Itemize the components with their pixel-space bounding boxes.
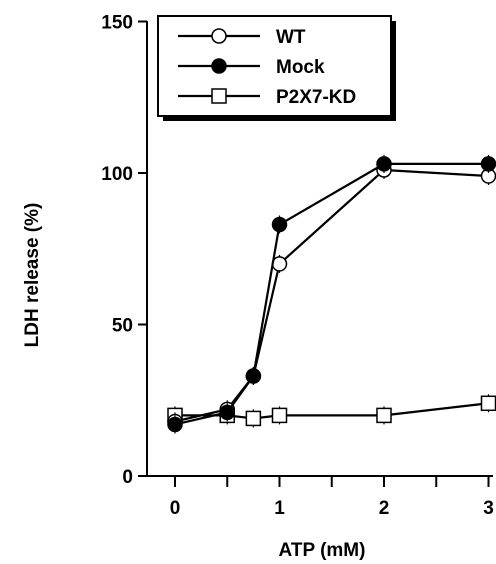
x-axis-label: ATP (mM) xyxy=(279,540,366,561)
series-line xyxy=(174,168,489,423)
legend-label: P2X7-KD xyxy=(276,87,356,108)
data-point xyxy=(376,156,392,172)
x-tick-label: 0 xyxy=(170,498,181,519)
data-point xyxy=(271,216,288,233)
y-axis-label: LDH release (%) xyxy=(22,203,43,348)
y-tick-label: 50 xyxy=(112,316,133,337)
data-point xyxy=(376,407,392,424)
y-tick-label: 0 xyxy=(122,467,133,488)
legend-label: Mock xyxy=(276,57,325,78)
series-wt xyxy=(167,160,496,431)
legend-marker xyxy=(211,28,227,44)
data-point xyxy=(219,404,235,421)
data-point xyxy=(271,407,288,424)
series-line xyxy=(174,162,489,426)
data-point xyxy=(480,395,496,412)
y-tick-label: 100 xyxy=(101,164,133,185)
data-point xyxy=(245,368,262,384)
tick-labels: 0 50 100 150 0 1 2 3 xyxy=(101,13,493,520)
data-point xyxy=(245,410,262,427)
legend-marker xyxy=(211,88,227,104)
y-tick-label: 150 xyxy=(101,13,133,34)
legend-marker xyxy=(211,58,227,74)
x-tick-label: 1 xyxy=(274,498,285,519)
data-point xyxy=(480,156,496,172)
series-layer xyxy=(167,154,496,434)
legend: WT Mock P2X7-KD xyxy=(157,15,396,121)
x-tick-label: 3 xyxy=(483,498,494,519)
legend-label: WT xyxy=(276,27,306,48)
series-mock xyxy=(167,154,496,434)
data-point xyxy=(167,416,183,433)
x-tick-label: 2 xyxy=(379,498,390,519)
tick-marks xyxy=(138,20,490,487)
